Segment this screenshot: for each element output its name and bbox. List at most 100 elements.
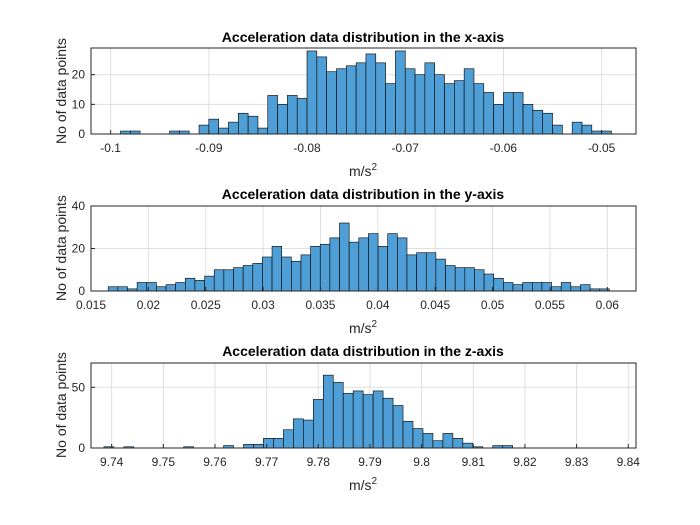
y-axis-label: No of data points [53, 352, 69, 458]
histogram-bar [454, 267, 466, 292]
y-axis-label: No of data points [53, 38, 69, 144]
histogram-bar [271, 246, 282, 292]
histogram-bar [242, 265, 254, 292]
histogram-bar [319, 243, 331, 292]
histogram-bar [342, 393, 354, 449]
histogram-bar [267, 95, 278, 135]
subplot-x-axis: Acceleration data distribution in the x-… [53, 29, 637, 179]
y-axis-label: No of data points [53, 195, 69, 301]
histogram-bar [395, 50, 406, 135]
x-tick-label: 9.79 [358, 455, 382, 469]
x-tick-label: 9.75 [152, 455, 176, 469]
x-tick-label: 0.045 [420, 298, 450, 312]
histogram-bar [237, 112, 249, 135]
histogram-bar [253, 444, 264, 449]
histogram-bar [397, 237, 408, 292]
x-tick-label: 9.84 [617, 455, 641, 469]
histogram-bars [107, 222, 610, 292]
histogram-bar [402, 420, 414, 449]
histogram-bar [136, 282, 148, 292]
x-tick-label: 9.76 [203, 455, 227, 469]
histogram-bar [117, 286, 128, 292]
x-tick-label: 0.035 [305, 298, 335, 312]
chart-title: Acceleration data distribution in the x-… [222, 29, 505, 45]
histogram-bar [532, 109, 544, 135]
y-tick-label: 50 [72, 380, 86, 394]
histogram-bar [243, 444, 254, 449]
histogram-bar [414, 74, 426, 135]
histogram-bar [362, 394, 374, 449]
x-tick-label: 9.78 [307, 455, 331, 469]
histogram-bar [348, 241, 360, 292]
histogram-bar [493, 104, 504, 135]
chart-title: Acceleration data distribution in the y-… [222, 186, 505, 202]
histogram-bar [293, 418, 304, 449]
histogram-bar [336, 68, 347, 135]
histogram-bar [296, 98, 308, 135]
histogram-bar [365, 53, 377, 135]
histogram-bar [281, 256, 292, 292]
histogram-bar [287, 95, 298, 135]
tick-labels: 9.74 9.75 9.76 9.77 9.78 9.79 9.8 9.81 9.82 9.83 9… [72, 380, 641, 469]
histogram-bar [503, 282, 514, 292]
histogram-bar [493, 277, 504, 292]
histogram-bars [120, 50, 612, 135]
histogram-bar [228, 121, 239, 135]
histogram-bar [454, 80, 465, 135]
histogram-bar [107, 286, 119, 292]
histogram-bar [435, 258, 446, 292]
histogram-bar [273, 437, 284, 449]
histogram-bar [473, 83, 485, 135]
y-tick-label: 20 [72, 68, 86, 82]
histogram-bar [303, 419, 314, 449]
histogram-bar [581, 124, 593, 135]
y-tick-label: 0 [78, 284, 85, 298]
histogram-bar [392, 405, 404, 449]
x-tick-label: 9.83 [565, 455, 589, 469]
histogram-bar [570, 286, 581, 292]
histogram-bar [512, 284, 523, 292]
histogram-bar [432, 440, 444, 449]
x-tick-label: 0.055 [535, 298, 565, 312]
histogram-bar [316, 56, 327, 135]
histogram-bar [377, 246, 389, 292]
x-tick-label: -0.06 [490, 141, 518, 155]
histogram-bar [474, 269, 485, 292]
histogram-bar [551, 286, 562, 292]
x-tick-label: -0.05 [588, 141, 616, 155]
histogram-bar [306, 50, 318, 135]
x-axis-label: m/s2 [349, 162, 378, 179]
histogram-bar [358, 237, 369, 292]
histogram-bar [462, 442, 474, 449]
x-tick-label: -0.07 [392, 141, 420, 155]
x-tick-label: 9.8 [413, 455, 430, 469]
histogram-bar [326, 71, 337, 135]
x-tick-label: 9.81 [462, 455, 486, 469]
y-tick-label: 20 [72, 242, 86, 256]
histogram-bar [218, 127, 229, 135]
histogram-bar [247, 115, 259, 135]
histogram-bar [452, 437, 464, 449]
histogram-bar [512, 92, 524, 135]
histogram-bar [233, 267, 244, 292]
histogram-bar [257, 127, 269, 135]
subplot-y-axis: Acceleration data distribution in the y-… [53, 186, 637, 336]
x-tick-label: 0.04 [366, 298, 390, 312]
x-tick-label: 9.82 [513, 455, 537, 469]
histogram-bar [262, 256, 273, 292]
histogram-bar [252, 263, 263, 292]
histogram-bar [332, 382, 344, 449]
histogram-bar [263, 437, 274, 449]
y-tick-label: 40 [72, 199, 86, 213]
histogram-bar [387, 233, 398, 292]
histogram-bar [424, 62, 435, 135]
histogram-bar [310, 246, 321, 292]
histogram-bar [277, 104, 288, 135]
histogram-bar [165, 284, 176, 292]
histogram-bar [185, 277, 196, 292]
x-tick-label: 9.74 [100, 455, 124, 469]
histogram-bar [339, 222, 350, 292]
x-tick-label: -0.09 [195, 141, 223, 155]
histogram-bar [322, 374, 334, 449]
y-tick-label: 0 [78, 441, 85, 455]
